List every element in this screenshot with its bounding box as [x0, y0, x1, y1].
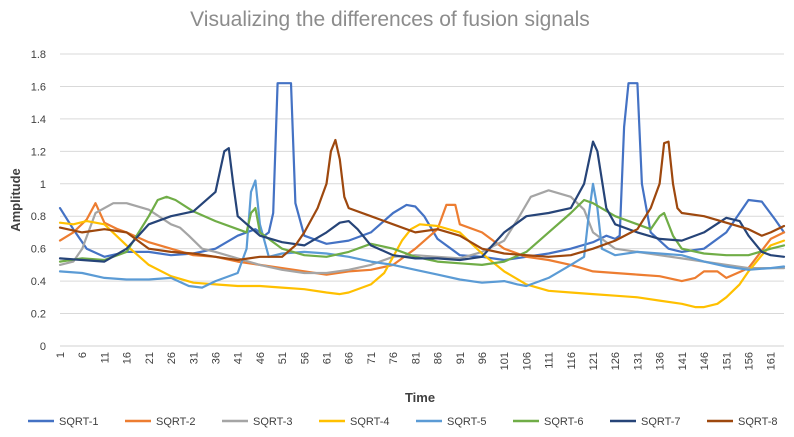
chart-title: Visualizing the differences of fusion si…	[190, 8, 590, 31]
x-tick-label: 111	[544, 352, 556, 369]
series-line-sqrt-5	[58, 179, 786, 289]
x-tick-label: 96	[477, 352, 489, 364]
series-line-sqrt-7	[58, 140, 786, 263]
y-tick-label: 1.6	[31, 81, 46, 93]
y-tick-label: 0.6	[31, 244, 46, 256]
series-line-sqrt-6	[58, 195, 786, 266]
y-axis-title: Amplitude	[8, 168, 23, 232]
y-tick-label: 0	[40, 341, 46, 353]
x-tick-label: 26	[166, 352, 178, 364]
x-tick-label: 56	[299, 352, 311, 364]
x-tick-label: 151	[721, 352, 733, 370]
x-tick-label: 156	[743, 352, 755, 370]
x-tick-label: 86	[433, 352, 445, 364]
y-tick-label: 1	[40, 179, 46, 191]
x-tick-label: 51	[277, 352, 289, 364]
x-tick-label: 36	[210, 352, 222, 364]
x-tick-label: 61	[322, 352, 334, 364]
x-tick-label: 101	[499, 352, 511, 370]
x-tick-label: 126	[610, 352, 622, 370]
y-tick-label: 1.2	[31, 146, 46, 158]
legend: SQRT-1 SQRT-2 SQRT-3 SQRT-4 SQRT-5 SQRT-6 SQRT…	[28, 416, 778, 428]
legend-label: SQRT-6	[544, 416, 584, 428]
y-tick-label: 0.8	[31, 211, 46, 223]
legend-label: SQRT-3	[253, 416, 293, 428]
series-line-sqrt-1	[58, 82, 786, 262]
x-tick-label: 91	[455, 352, 467, 364]
y-tick-label: 0.2	[31, 309, 46, 321]
series-line-sqrt-8	[58, 138, 786, 262]
y-tick-label: 1.4	[31, 114, 46, 126]
x-tick-label: 41	[233, 352, 245, 364]
x-tick-label: 131	[632, 352, 644, 370]
x-tick-label: 31	[188, 352, 200, 364]
x-tick-label: 161	[766, 352, 778, 370]
series-line-sqrt-4	[58, 220, 786, 309]
x-axis-ticks: 1 6 11 16 21 26 31 36 41 46 51 56 61 66 71 76 81 86 91 96 10…	[55, 352, 778, 370]
legend-label: SQRT-4	[350, 416, 390, 428]
series-lines	[58, 82, 786, 309]
x-tick-label: 11	[99, 352, 111, 363]
y-axis-ticks: 0 0.2 0.4 0.6 0.8 1 1.2 1.4 1.6 1.8	[31, 49, 46, 353]
x-tick-label: 16	[122, 352, 134, 364]
x-tick-label: 76	[388, 352, 400, 364]
legend-label: SQRT-8	[738, 416, 778, 428]
legend-label: SQRT-5	[447, 416, 487, 428]
x-tick-label: 66	[344, 352, 356, 364]
x-tick-label: 71	[366, 352, 378, 364]
x-tick-label: 46	[255, 352, 267, 364]
x-tick-label: 116	[566, 352, 578, 370]
x-tick-label: 81	[410, 352, 422, 364]
x-tick-label: 141	[677, 352, 689, 370]
x-tick-label: 1	[55, 352, 67, 358]
legend-label: SQRT-7	[641, 416, 681, 428]
x-axis-title: Time	[405, 390, 435, 405]
legend-label: SQRT-2	[156, 416, 196, 428]
y-tick-label: 0.4	[31, 276, 46, 288]
x-tick-label: 136	[655, 352, 667, 370]
x-tick-label: 121	[588, 352, 600, 370]
legend-label: SQRT-1	[59, 416, 99, 428]
y-tick-label: 1.8	[31, 49, 46, 61]
x-tick-label: 6	[77, 352, 89, 358]
x-tick-label: 21	[144, 352, 156, 364]
x-tick-label: 106	[521, 352, 533, 370]
x-tick-label: 146	[699, 352, 711, 370]
